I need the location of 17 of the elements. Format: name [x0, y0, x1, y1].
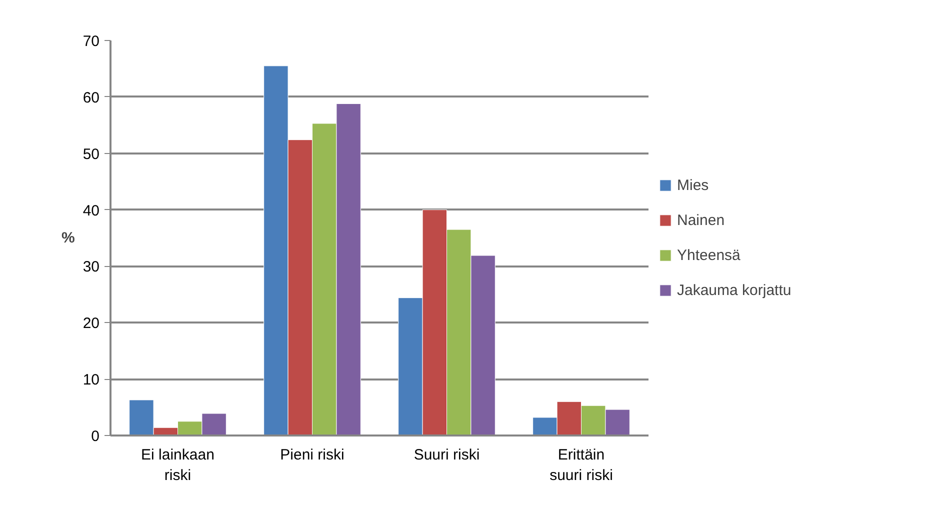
x-tick-label: Suuri riski [414, 446, 480, 464]
legend-label: Jakauma korjattu [677, 282, 792, 298]
x-tick-label: Erittäin suuri riski [550, 446, 613, 484]
legend-label: Mies [677, 176, 709, 194]
y-tick-label: 40 [82, 202, 100, 220]
y-axis-title: % [61, 230, 75, 246]
y-tick-label: 50 [82, 146, 100, 163]
y-tick-label: 20 [82, 315, 100, 332]
y-tick-label: 10 [82, 372, 100, 389]
legend-label: Nainen [677, 212, 725, 228]
y-tick-label: 30 [82, 258, 100, 276]
y-tick-label: 0 [91, 428, 100, 445]
y-tick-label: 70 [82, 33, 100, 50]
x-tick-label: Pieni riski [280, 446, 344, 464]
legend-label: Yhteensä [677, 246, 740, 264]
y-tick-label: 60 [82, 89, 100, 106]
x-tick-label: Ei lainkaan riski [141, 446, 214, 484]
